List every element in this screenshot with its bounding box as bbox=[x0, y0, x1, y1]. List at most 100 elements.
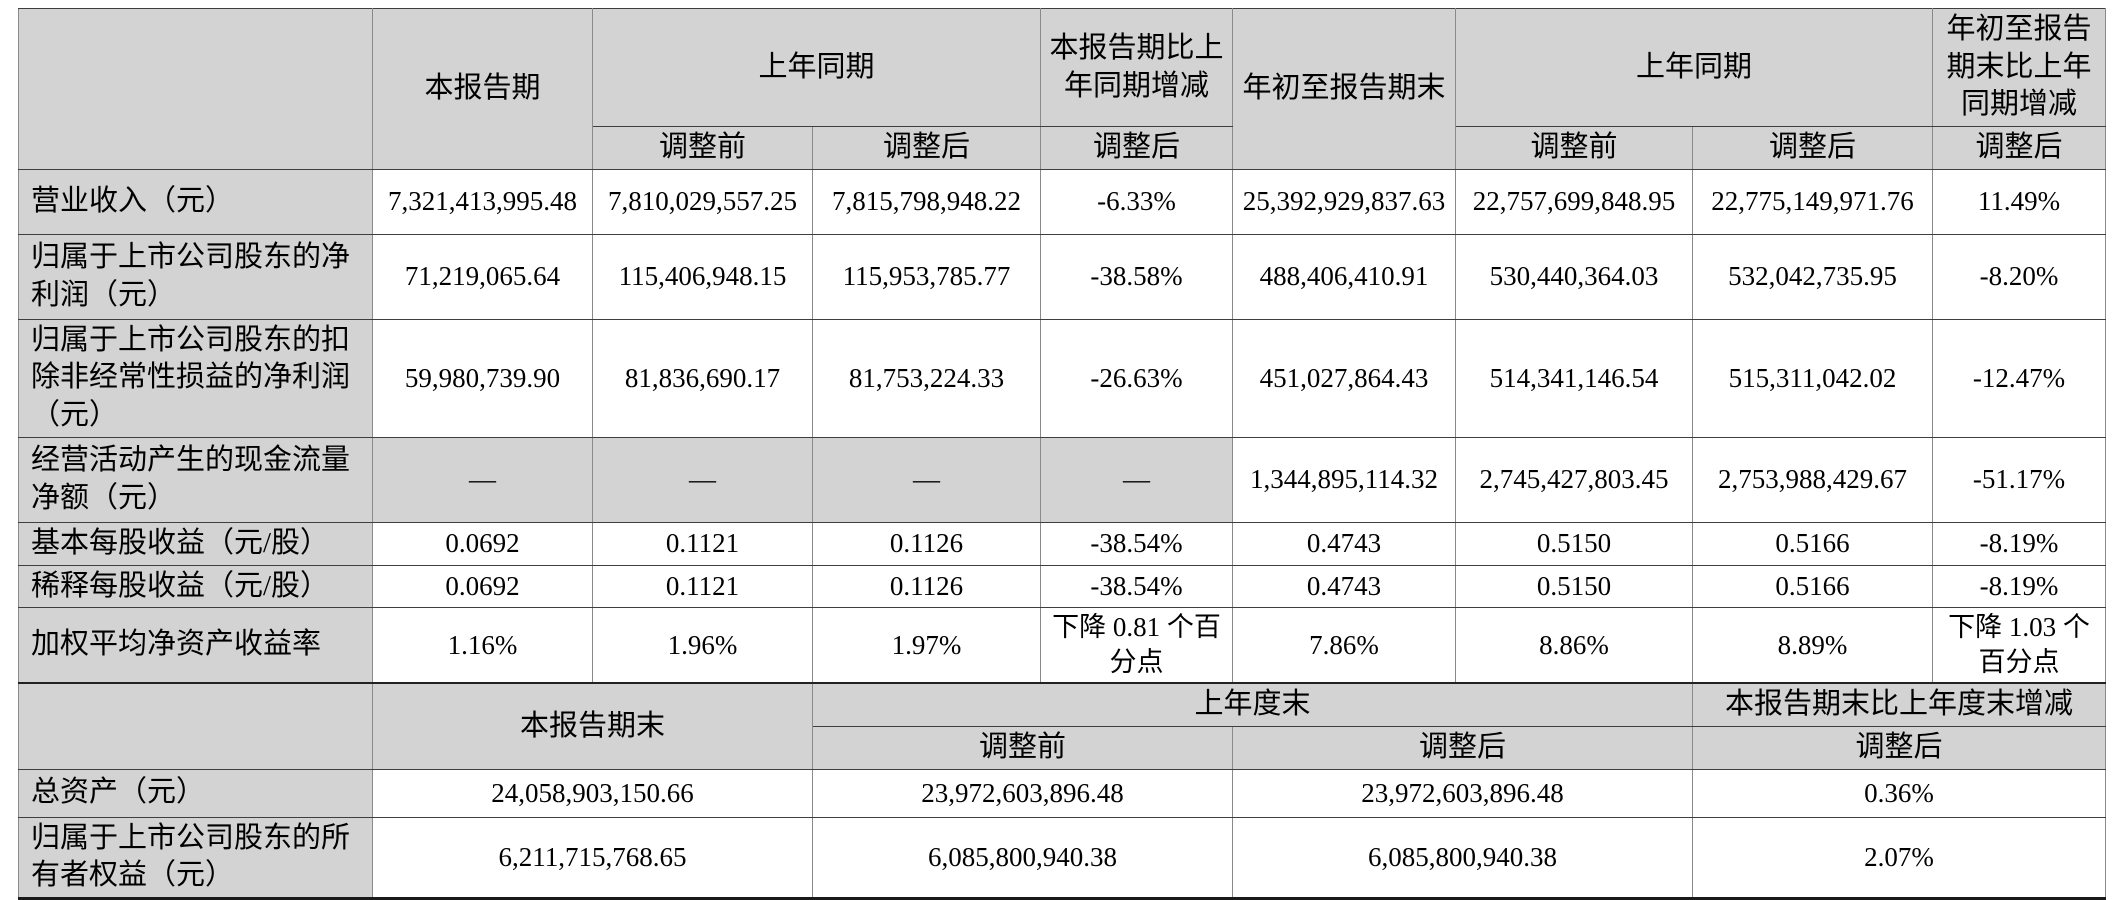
value-cell: 530,440,364.03 bbox=[1455, 233, 1694, 320]
balance-header-row-1: 本报告期末 上年度末 本报告期末比上年度末增减 bbox=[18, 682, 2107, 770]
header-prior-year-same-period: 上年同期 bbox=[591, 7, 1042, 128]
quarter-header-row-2: 调整前 调整后 调整后 调整前 调整后 调整后 bbox=[19, 126, 2107, 170]
row-label-basic-eps: 基本每股收益（元/股） bbox=[18, 521, 373, 566]
row-label-weighted-avg-roe: 加权平均净资产收益率 bbox=[18, 607, 373, 684]
value-cell: -38.58% bbox=[1040, 233, 1234, 320]
value-cell-dash: — bbox=[1040, 436, 1234, 523]
value-cell: 2,753,988,429.67 bbox=[1692, 436, 1934, 523]
value-cell: 0.1126 bbox=[811, 521, 1042, 566]
value-cell: 7,321,413,995.48 bbox=[372, 168, 593, 235]
value-cell: 81,836,690.17 bbox=[592, 318, 813, 438]
value-cell: 81,753,224.33 bbox=[811, 318, 1042, 438]
subheader-after-adjust: 调整后 bbox=[811, 126, 1042, 170]
row-total-assets: 总资产（元） 24,058,903,150.66 23,972,603,896.… bbox=[18, 768, 2107, 818]
header-current-vs-prior-change: 本报告期比上年同期增减 bbox=[1040, 7, 1234, 128]
value-cell: -8.19% bbox=[1932, 521, 2107, 566]
value-cell: 6,085,800,940.38 bbox=[811, 816, 1234, 900]
row-label-operating-revenue: 营业收入（元） bbox=[18, 168, 373, 235]
subheader-after-adjust: 调整后 bbox=[1692, 726, 2107, 770]
subheader-after-adjust: 调整后 bbox=[1692, 126, 1934, 170]
row-net-profit-excl-nonrecurring: 归属于上市公司股东的扣除非经常性损益的净利润（元） 59,980,739.90 … bbox=[18, 318, 2107, 438]
row-label-diluted-eps: 稀释每股收益（元/股） bbox=[18, 564, 373, 609]
value-cell: -26.63% bbox=[1040, 318, 1234, 438]
row-label-operating-cash-flow: 经营活动产生的现金流量净额（元） bbox=[18, 436, 373, 523]
value-cell: 22,757,699,848.95 bbox=[1455, 168, 1694, 235]
value-cell: 0.5150 bbox=[1455, 564, 1694, 609]
quarter-header-row-1: 本报告期 上年同期 本报告期比上年同期增减 年初至报告期末 上年同期 年初至报告… bbox=[18, 7, 2107, 170]
header-ytd-period-end: 年初至报告期末 bbox=[1232, 8, 1457, 170]
value-cell-dash: — bbox=[372, 436, 593, 523]
row-label-net-profit-attributable: 归属于上市公司股东的净利润（元） bbox=[18, 233, 373, 320]
subheader-after-adjust: 调整后 bbox=[1932, 126, 2107, 170]
row-label-net-profit-excl-nonrecurring: 归属于上市公司股东的扣除非经常性损益的净利润（元） bbox=[18, 318, 373, 438]
value-cell: -12.47% bbox=[1932, 318, 2107, 438]
value-cell: 115,406,948.15 bbox=[592, 233, 813, 320]
value-cell: 8.89% bbox=[1692, 607, 1934, 684]
value-cell: -51.17% bbox=[1932, 436, 2107, 523]
value-cell: -8.19% bbox=[1932, 564, 2107, 609]
value-cell: 1.16% bbox=[372, 607, 593, 684]
subheader-after-adjust: 调整后 bbox=[1040, 126, 1234, 170]
value-cell: 8.86% bbox=[1455, 607, 1694, 684]
row-diluted-eps: 稀释每股收益（元/股） 0.0692 0.1121 0.1126 -38.54%… bbox=[18, 564, 2107, 609]
value-cell: 6,211,715,768.65 bbox=[372, 816, 813, 900]
subheader-before-adjust: 调整前 bbox=[592, 126, 813, 170]
value-cell: 0.5166 bbox=[1692, 521, 1934, 566]
value-cell: 0.36% bbox=[1692, 768, 2107, 818]
value-cell: 0.5150 bbox=[1455, 521, 1694, 566]
value-cell: -38.54% bbox=[1040, 564, 1234, 609]
value-cell: 0.4743 bbox=[1232, 564, 1457, 609]
value-cell: 0.0692 bbox=[372, 564, 593, 609]
value-cell: 59,980,739.90 bbox=[372, 318, 593, 438]
value-cell-dash: — bbox=[811, 436, 1042, 523]
value-cell: 1,344,895,114.32 bbox=[1232, 436, 1457, 523]
value-cell: 25,392,929,837.63 bbox=[1232, 168, 1457, 235]
value-cell: 532,042,735.95 bbox=[1692, 233, 1934, 320]
subheader-before-adjust: 调整前 bbox=[1455, 126, 1694, 170]
value-cell: 1.96% bbox=[592, 607, 813, 684]
value-cell: 0.1126 bbox=[811, 564, 1042, 609]
value-cell: 0.5166 bbox=[1692, 564, 1934, 609]
value-cell: 488,406,410.91 bbox=[1232, 233, 1457, 320]
row-basic-eps: 基本每股收益（元/股） 0.0692 0.1121 0.1126 -38.54%… bbox=[18, 521, 2107, 566]
value-cell: 11.49% bbox=[1932, 168, 2107, 235]
header-current-period-end: 本报告期末 bbox=[372, 682, 813, 770]
row-label-owners-equity: 归属于上市公司股东的所有者权益（元） bbox=[18, 816, 373, 900]
value-cell: 6,085,800,940.38 bbox=[1232, 816, 1694, 900]
balance-header-row-2: 调整前 调整后 调整后 bbox=[19, 726, 2107, 770]
value-cell: 23,972,603,896.48 bbox=[1232, 768, 1694, 818]
value-cell: 514,341,146.54 bbox=[1455, 318, 1694, 438]
value-cell: 0.1121 bbox=[592, 564, 813, 609]
corner-cell bbox=[18, 682, 373, 770]
subheader-before-adjust: 调整前 bbox=[811, 726, 1234, 770]
value-cell: 0.1121 bbox=[592, 521, 813, 566]
value-cell: 2,745,427,803.45 bbox=[1455, 436, 1694, 523]
value-cell: 24,058,903,150.66 bbox=[372, 768, 813, 818]
value-cell: 22,775,149,971.76 bbox=[1692, 168, 1934, 235]
value-cell: 下降 1.03 个百分点 bbox=[1932, 607, 2107, 684]
value-cell: 115,953,785.77 bbox=[811, 233, 1042, 320]
row-net-profit-attributable: 归属于上市公司股东的净利润（元） 71,219,065.64 115,406,9… bbox=[18, 233, 2107, 320]
value-cell: 451,027,864.43 bbox=[1232, 318, 1457, 438]
value-cell: 0.0692 bbox=[372, 521, 593, 566]
header-current-period: 本报告期 bbox=[372, 8, 593, 170]
row-operating-revenue: 营业收入（元） 7,321,413,995.48 7,810,029,557.2… bbox=[18, 168, 2107, 235]
value-cell: 2.07% bbox=[1692, 816, 2107, 900]
value-cell: 0.4743 bbox=[1232, 521, 1457, 566]
value-cell: 1.97% bbox=[811, 607, 1042, 684]
corner-cell bbox=[18, 8, 373, 170]
value-cell: 下降 0.81 个百分点 bbox=[1040, 607, 1234, 684]
row-owners-equity: 归属于上市公司股东的所有者权益（元） 6,211,715,768.65 6,08… bbox=[18, 816, 2107, 900]
value-cell: 23,972,603,896.48 bbox=[811, 768, 1234, 818]
row-weighted-avg-roe: 加权平均净资产收益率 1.16% 1.96% 1.97% 下降 0.81 个百分… bbox=[18, 607, 2107, 684]
value-cell: 71,219,065.64 bbox=[372, 233, 593, 320]
value-cell-dash: — bbox=[592, 436, 813, 523]
header-prior-year-end: 上年度末 bbox=[811, 682, 1694, 728]
row-label-total-assets: 总资产（元） bbox=[18, 768, 373, 818]
value-cell: -6.33% bbox=[1040, 168, 1234, 235]
header-end-vs-prior-change: 本报告期末比上年度末增减 bbox=[1692, 682, 2107, 728]
header-prior-year-same-period-ytd: 上年同期 bbox=[1455, 7, 1934, 128]
row-operating-cash-flow: 经营活动产生的现金流量净额（元） — — — — 1,344,895,114.3… bbox=[18, 436, 2107, 523]
value-cell: 7,815,798,948.22 bbox=[811, 168, 1042, 235]
financial-summary-table: 本报告期 上年同期 本报告期比上年同期增减 年初至报告期末 上年同期 年初至报告… bbox=[18, 7, 2107, 900]
